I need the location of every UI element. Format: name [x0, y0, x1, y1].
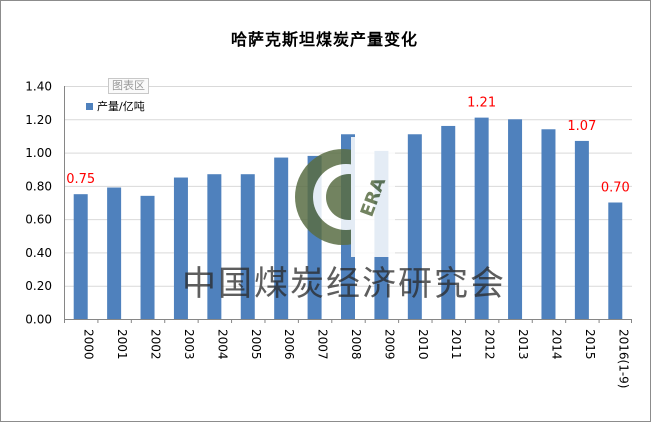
x-tick-label: 2009 [382, 329, 396, 360]
watermark-org-name: 中国煤炭经济研究会 [182, 264, 506, 304]
bar [240, 174, 255, 319]
x-tick-label: 2002 [149, 329, 163, 360]
bar [107, 187, 122, 319]
x-tick-label: 2000 [82, 329, 96, 360]
legend-swatch [86, 102, 93, 110]
x-tick-label: 2008 [349, 329, 363, 360]
y-tick-label: 1.20 [25, 113, 52, 127]
x-tick-label: 2014 [549, 329, 563, 360]
chart-title: 哈萨克斯坦煤炭产量变化 [230, 30, 418, 49]
data-label: 0.75 [66, 172, 95, 187]
bar [274, 157, 289, 319]
x-tick-label: 2007 [316, 329, 330, 360]
data-label: 1.07 [567, 119, 596, 134]
bar [73, 194, 88, 319]
bar [541, 129, 556, 319]
bar [608, 202, 623, 319]
bar [140, 195, 155, 319]
logo-cut [351, 137, 395, 257]
bar [508, 119, 523, 320]
data-label: 0.70 [601, 181, 630, 196]
era-logo: ERA [295, 137, 395, 257]
x-tick-label: 2004 [215, 329, 229, 360]
chart-area-tag: 图表区 [108, 78, 149, 94]
y-tick-label: 0.80 [25, 179, 52, 193]
bar [574, 140, 589, 319]
bar [407, 134, 422, 319]
y-tick-label: 1.00 [25, 146, 52, 160]
x-tick-label: 2010 [416, 329, 430, 360]
y-tick-label: 0.20 [25, 279, 52, 293]
legend-label: 产量/亿吨 [97, 100, 145, 113]
x-tick-label: 2015 [583, 329, 597, 360]
x-tick-label: 2016(1-9) [616, 329, 630, 389]
x-tick-label: 2012 [483, 329, 497, 360]
bar [173, 177, 188, 319]
x-tick-label: 2001 [115, 329, 129, 360]
bar [441, 125, 456, 319]
x-tick-label: 2005 [249, 329, 263, 360]
y-tick-label: 0.40 [25, 246, 52, 260]
data-label: 1.21 [467, 96, 496, 111]
y-tick-label: 1.40 [25, 80, 52, 94]
bar [474, 117, 489, 319]
x-tick-label: 2006 [282, 329, 296, 360]
y-tick-label: 0.60 [25, 213, 52, 227]
y-tick-label: 0.00 [25, 313, 52, 327]
x-tick-label: 2003 [182, 329, 196, 360]
x-tick-label: 2011 [449, 329, 463, 360]
x-tick-label: 2013 [516, 329, 530, 360]
legend: 产量/亿吨 [86, 98, 145, 114]
bar [207, 174, 222, 319]
